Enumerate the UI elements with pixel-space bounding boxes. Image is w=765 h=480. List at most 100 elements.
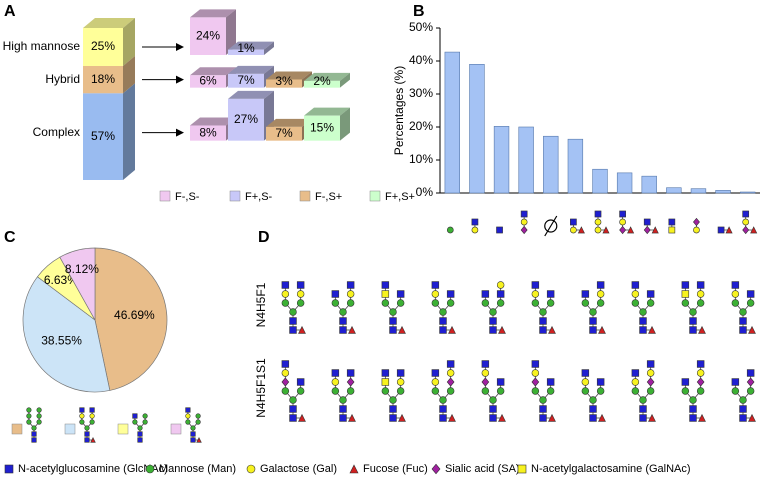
pie-slice: [22, 276, 111, 393]
glycan-symbol: [79, 407, 85, 413]
glycan-symbol: [748, 325, 756, 334]
glycan-symbol: [668, 226, 676, 234]
glycan-symbol: [531, 360, 540, 368]
glycan-symbol: [446, 299, 455, 307]
glycan-symbol: [446, 290, 455, 298]
bar-top: [228, 65, 274, 74]
glycan-symbol: [496, 378, 505, 386]
category-label: High mannose: [3, 39, 81, 53]
glycan-symbol: [639, 326, 647, 334]
glycan-symbol: [339, 317, 347, 325]
glycan-symbol: [693, 217, 700, 227]
glycan-symbol: [439, 326, 447, 334]
glycan-symbol: [489, 317, 497, 325]
glycan-symbol: [190, 425, 196, 431]
glycan-symbol: [289, 317, 297, 325]
pie-slice: [94, 247, 168, 391]
glycan-symbol: [648, 413, 656, 422]
glycan-symbol: [446, 369, 455, 377]
glycan-symbol: [696, 290, 705, 298]
arrow-head: [176, 43, 184, 51]
glycan-symbol: [349, 464, 359, 474]
glycan-symbol: [748, 413, 756, 422]
glycan-symbol: [439, 308, 447, 316]
bar-segment: [228, 49, 264, 55]
glycan-symbol: [26, 413, 32, 419]
glycan-symbol: [481, 387, 490, 395]
glycan-symbol: [539, 405, 547, 413]
glycan-symbol: [639, 414, 647, 422]
glycan-symbol: [520, 218, 528, 226]
bar-segment: [190, 75, 226, 88]
glycan-symbol: [539, 396, 547, 404]
glycan-symbol: [281, 387, 290, 395]
glycan-symbol: [548, 325, 556, 334]
glycan-symbol: [589, 308, 597, 316]
glycan-symbol: [698, 413, 706, 422]
glycan-symbol: [646, 387, 655, 395]
glycan-symbol: [577, 226, 585, 234]
legend-label: N-acetylgalactosamine (GalNAc): [531, 463, 691, 475]
legend-swatch: [369, 190, 381, 202]
glycan-symbol: [396, 369, 405, 377]
panel-label: D: [258, 229, 270, 246]
panel-label: B: [413, 3, 425, 20]
glycan-symbol: [496, 281, 505, 289]
glycan-symbol: [681, 378, 690, 386]
glycan-symbol: [619, 218, 626, 226]
glycan-symbol: [689, 396, 697, 404]
glycan-symbol: [446, 226, 454, 234]
legend-label: F+,S+: [385, 191, 415, 203]
glycan-symbol: [331, 290, 340, 298]
glycan-symbol: [381, 369, 390, 377]
glycan-symbol: [331, 369, 340, 377]
glycan-symbol: [668, 218, 676, 226]
glycan-symbol: [531, 377, 540, 387]
glycan-symbol: [190, 437, 196, 443]
glycan-symbol: [746, 387, 755, 395]
null-symbol: [544, 219, 558, 233]
glycan-symbol: [746, 369, 755, 377]
glycan-symbol: [339, 414, 347, 422]
glycan-symbol: [696, 387, 705, 395]
glycan-symbol: [489, 405, 497, 413]
glycan-symbol: [431, 290, 440, 298]
glycan-symbol: [531, 290, 540, 298]
glycan-symbol: [596, 387, 605, 395]
glycan-symbol: [396, 387, 405, 395]
glycan-symbol: [142, 419, 148, 425]
glycan-symbol: [446, 360, 455, 368]
glycan-symbol: [496, 299, 505, 307]
value-label: 46.69%: [114, 308, 155, 322]
glycan-symbol: [739, 326, 747, 334]
glycan-symbol: [589, 405, 597, 413]
glycan-symbol: [298, 325, 306, 334]
bar-segment: [83, 66, 123, 94]
glycan-symbol: [446, 387, 455, 395]
glycan-symbol: [90, 437, 96, 443]
glycan-symbol: [36, 413, 42, 419]
glycan-symbol: [639, 317, 647, 325]
glycan-symbol: [84, 425, 90, 431]
glycan-symbol: [289, 308, 297, 316]
glycan-symbol: [651, 226, 659, 234]
glycan-symbol: [439, 317, 447, 325]
glycan-symbol: [696, 281, 705, 289]
glycan-symbol: [681, 281, 690, 289]
bar: [567, 138, 584, 194]
legend-swatch: [159, 190, 171, 202]
glycan-symbol: [746, 290, 755, 298]
glycan-symbol: [581, 369, 590, 377]
glycan-symbol: [631, 290, 640, 298]
bar: [469, 64, 485, 194]
glycan-symbol: [481, 290, 490, 298]
bar-top: [190, 67, 236, 76]
glycan-symbol: [498, 325, 506, 334]
bar: [493, 126, 510, 194]
bar-segment: [190, 17, 226, 55]
bar: [666, 187, 682, 194]
value-label: 24%: [196, 28, 220, 42]
glycan-symbol: [89, 407, 95, 413]
bar-side: [123, 56, 135, 94]
legend-label: N-acetylglucosamine (GlcNAc): [18, 463, 168, 475]
